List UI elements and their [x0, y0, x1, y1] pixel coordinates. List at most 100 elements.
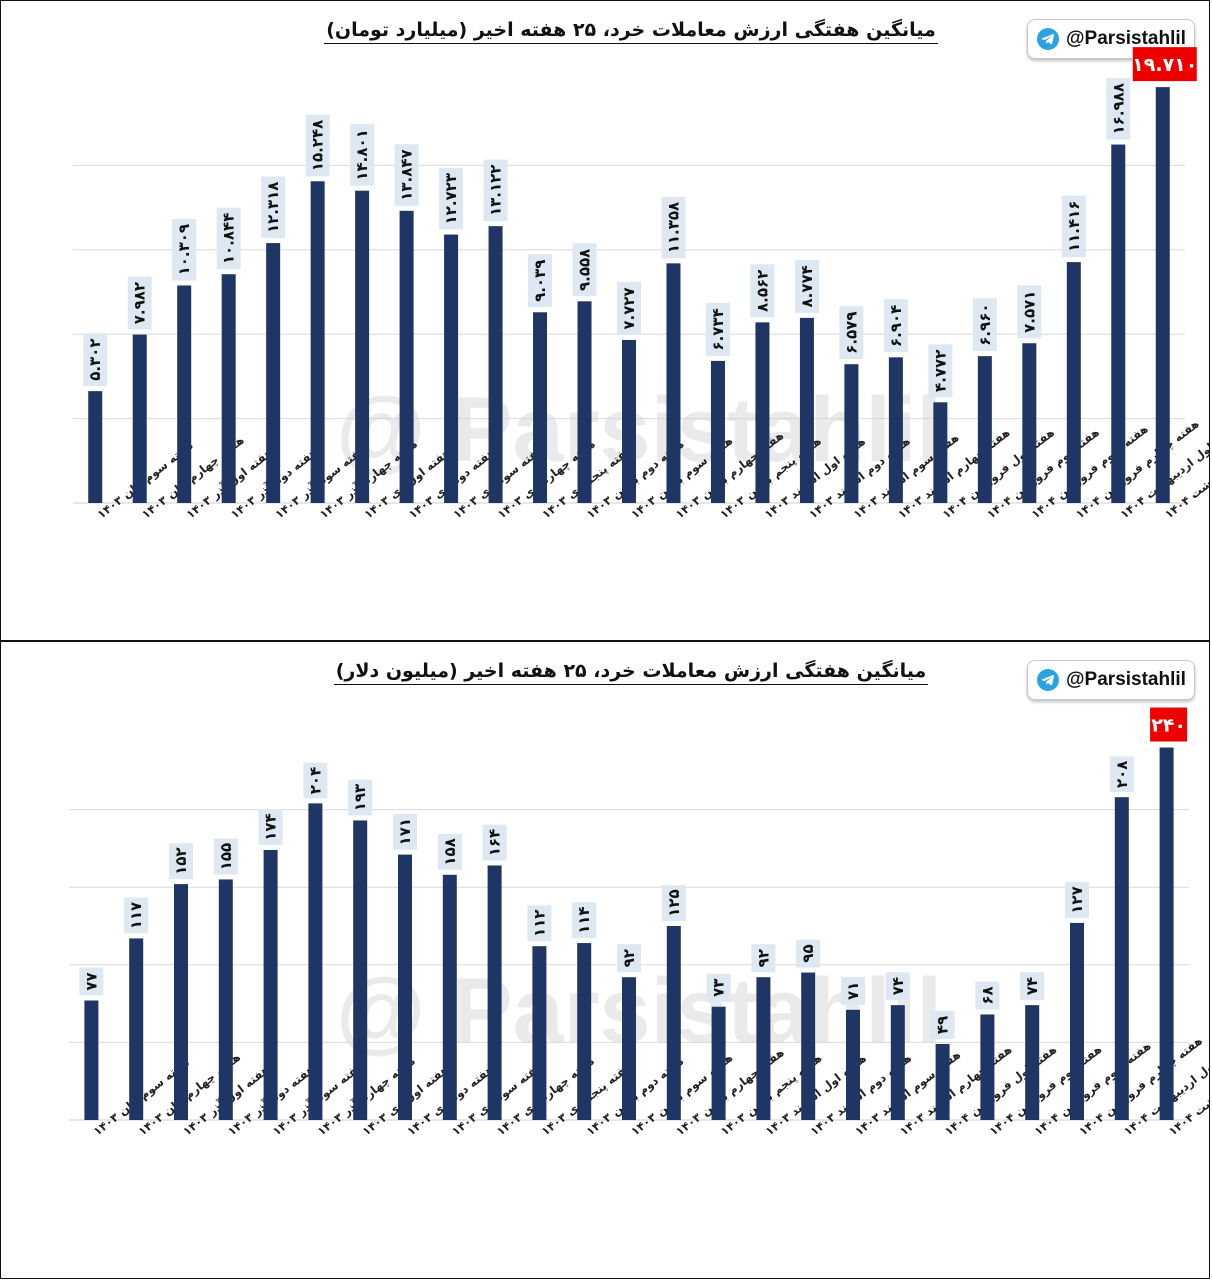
- svg-text:۱۷۱: ۱۷۱: [396, 818, 414, 845]
- bar: [622, 977, 636, 1120]
- data-label: ۵.۳۰۲: [83, 333, 108, 387]
- bar: [308, 803, 323, 1120]
- bar: [442, 874, 457, 1120]
- svg-text:۷۱: ۷۱: [844, 982, 862, 1000]
- bar: [532, 946, 547, 1120]
- data-label: ۷.۷۲۷: [617, 281, 641, 335]
- bar: [1025, 1005, 1040, 1120]
- data-label: ۷۳: [706, 973, 731, 1002]
- data-label: ۱۳.۱۲۲: [483, 159, 508, 222]
- bar: [218, 879, 233, 1120]
- bar: [846, 1009, 860, 1120]
- bar: [756, 977, 771, 1120]
- bar: [174, 884, 188, 1120]
- data-label: ۱۱۷: [124, 897, 149, 934]
- bar: [577, 301, 592, 503]
- svg-text:۱۹.۷۱۰: ۱۹.۷۱۰: [1132, 54, 1197, 76]
- bar: [399, 210, 414, 503]
- channel-badge[interactable]: @Parsistahlil: [1027, 19, 1195, 59]
- data-label-highlight: ۲۴۰: [1150, 707, 1188, 742]
- data-label: ۹.۵۵۸: [572, 243, 597, 297]
- svg-text:۱۰.۸۴۴: ۱۰.۸۴۴: [220, 213, 238, 264]
- channel-handle: @Parsistahlil: [1066, 28, 1186, 49]
- bar: [710, 360, 725, 503]
- svg-text:۱۱۴: ۱۱۴: [575, 906, 593, 933]
- svg-text:۷.۵۷۱: ۷.۵۷۱: [1020, 291, 1038, 333]
- bar: [1114, 797, 1129, 1120]
- channel-handle: @Parsistahlil: [1066, 669, 1186, 690]
- data-label: ۱۱۴: [572, 902, 597, 939]
- bar: [1022, 343, 1037, 503]
- data-label: ۱۱۲: [527, 905, 552, 942]
- svg-text:۹.۵۵۸: ۹.۵۵۸: [576, 249, 594, 291]
- data-label: ۸.۵۶۲: [750, 264, 775, 318]
- bar: [1159, 747, 1174, 1120]
- svg-text:۹۵: ۹۵: [799, 944, 817, 962]
- svg-text:۷۴: ۷۴: [1023, 977, 1041, 995]
- data-label: ۱۲.۷۲۳: [439, 167, 464, 230]
- data-label: ۷.۹۸۲: [127, 276, 152, 330]
- data-label: ۱۰.۸۴۴: [216, 207, 241, 270]
- bar: [177, 285, 192, 503]
- chart-title: میانگین هفتگی ارزش معاملات خرد، ۲۵ هفته …: [1, 19, 1212, 44]
- data-label: ۴۹: [930, 1010, 955, 1039]
- data-label: ۷.۵۷۱: [1017, 285, 1042, 339]
- svg-text:۸.۵۶۲: ۸.۵۶۲: [753, 270, 771, 312]
- svg-text:۱۶۴: ۱۶۴: [486, 829, 504, 856]
- svg-text:۲۴۰: ۲۴۰: [1151, 715, 1186, 737]
- svg-text:۶.۷۳۴: ۶.۷۳۴: [709, 308, 727, 350]
- svg-text:۱۲.۳۱۸: ۱۲.۳۱۸: [264, 182, 282, 233]
- bar: [622, 339, 636, 503]
- svg-text:۷۴: ۷۴: [889, 977, 907, 995]
- data-label: ۹۲: [751, 944, 776, 973]
- bar: [398, 854, 412, 1120]
- data-label: ۹.۰۳۹: [528, 254, 553, 308]
- data-label: ۴.۷۷۲: [928, 344, 953, 398]
- data-label: ۶.۷۳۴: [705, 302, 730, 356]
- svg-text:۶۸: ۶۸: [978, 986, 996, 1004]
- svg-text:۱۳.۱۲۲: ۱۳.۱۲۲: [487, 165, 505, 216]
- svg-text:۹.۰۳۹: ۹.۰۳۹: [531, 260, 549, 302]
- bar: [711, 1006, 726, 1120]
- data-label: ۹۵: [796, 939, 821, 968]
- svg-text:۱۱.۳۵۸: ۱۱.۳۵۸: [664, 202, 682, 253]
- bar: [444, 234, 459, 504]
- svg-text:۱۱۷: ۱۱۷: [127, 902, 145, 929]
- chart-panel-dollar: میانگین هفتگی ارزش معاملات خرد، ۲۵ هفته …: [0, 641, 1210, 1279]
- data-label: ۱۵.۲۴۸: [305, 114, 330, 177]
- chart-title-text: میانگین هفتگی ارزش معاملات خرد، ۲۵ هفته …: [324, 19, 938, 44]
- data-label: ۱۵۸: [437, 833, 462, 870]
- bar: [266, 243, 281, 503]
- svg-text:۱۴.۸۰۱: ۱۴.۸۰۱: [353, 129, 371, 180]
- data-label: ۱۵۵: [213, 838, 238, 875]
- data-label: ۹۲: [617, 944, 641, 973]
- data-label: ۱۴.۸۰۱: [350, 124, 375, 186]
- bar: [888, 357, 903, 503]
- data-label: ۱۰.۳۰۹: [172, 218, 197, 281]
- bar: [933, 402, 948, 503]
- data-label: ۶.۵۷۹: [839, 306, 864, 360]
- data-label: ۱۲.۳۱۸: [261, 176, 286, 239]
- svg-text:۵.۳۰۲: ۵.۳۰۲: [86, 338, 104, 380]
- chart-title: میانگین هفتگی ارزش معاملات خرد، ۲۵ هفته …: [1, 660, 1212, 685]
- svg-text:۲۰۸: ۲۰۸: [1113, 761, 1131, 788]
- svg-text:۱۳.۸۴۷: ۱۳.۸۴۷: [398, 149, 416, 200]
- bar: [1066, 262, 1081, 503]
- bar: [129, 938, 144, 1120]
- bar: [935, 1043, 950, 1120]
- data-label: ۷۴: [885, 972, 910, 1001]
- svg-text:۱۱۲: ۱۱۲: [530, 910, 548, 937]
- chart-title-text: میانگین هفتگی ارزش معاملات خرد، ۲۵ هفته …: [333, 660, 929, 685]
- bar: [132, 334, 147, 503]
- chart-panel-rial: میانگین هفتگی ارزش معاملات خرد، ۲۵ هفته …: [0, 0, 1210, 641]
- bar: [980, 1014, 995, 1120]
- data-label: ۷۴: [1020, 972, 1045, 1001]
- bar: [977, 356, 992, 503]
- data-label: ۶۸: [975, 981, 1000, 1010]
- svg-text:۱۵۸: ۱۵۸: [441, 838, 459, 865]
- svg-text:۱۵۵: ۱۵۵: [217, 843, 235, 870]
- channel-badge[interactable]: @Parsistahlil: [1027, 660, 1195, 700]
- bar: [801, 972, 816, 1120]
- telegram-icon: [1037, 28, 1060, 50]
- svg-text:۷۳: ۷۳: [710, 979, 728, 997]
